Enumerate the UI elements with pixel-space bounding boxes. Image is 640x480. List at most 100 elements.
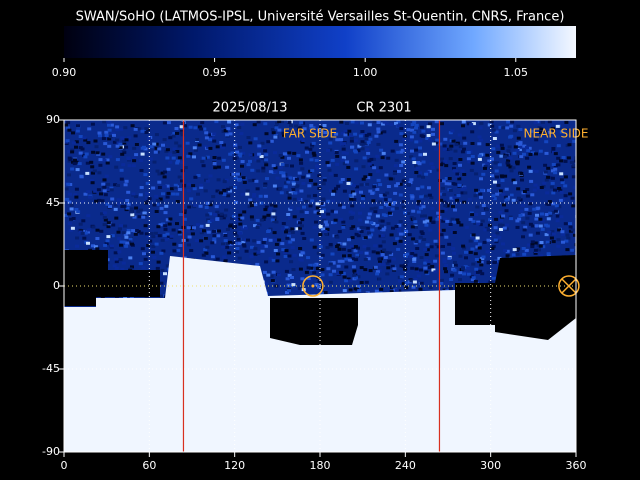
map-cell	[438, 142, 443, 146]
map-cell	[502, 203, 506, 207]
y-tick-label: -45	[42, 362, 60, 375]
map-cell	[519, 172, 524, 175]
map-cell	[222, 255, 227, 259]
map-cell	[506, 159, 511, 163]
map-cell	[226, 127, 231, 131]
map-cell	[78, 222, 83, 226]
map-cell	[188, 152, 193, 156]
map-cell	[107, 120, 112, 124]
map-cell	[287, 193, 292, 197]
map-cell	[403, 242, 407, 246]
map-cell	[439, 281, 444, 285]
map-cell	[279, 191, 284, 195]
map-cell	[302, 237, 307, 240]
map-cell	[273, 216, 278, 219]
map-cell	[366, 247, 371, 251]
map-cell	[291, 181, 296, 184]
map-cell	[401, 200, 406, 204]
map-cell	[551, 202, 556, 206]
map-cell	[411, 157, 416, 161]
map-cell	[130, 265, 134, 269]
map-cell	[228, 242, 233, 246]
map-cell	[384, 251, 389, 255]
map-cell	[473, 221, 478, 225]
map-cell	[424, 253, 429, 257]
map-cell	[139, 186, 144, 189]
map-cell	[533, 183, 538, 187]
map-cell	[462, 147, 466, 151]
map-cell	[447, 182, 452, 186]
map-cell	[171, 156, 176, 160]
map-cell	[292, 253, 297, 257]
map-cell	[391, 202, 396, 206]
map-cell	[317, 174, 322, 178]
map-cell	[441, 228, 446, 232]
map-cell	[87, 127, 92, 131]
map-cell	[568, 192, 573, 196]
map-cell	[369, 157, 374, 161]
map-cell	[223, 234, 228, 237]
map-cell	[134, 143, 139, 146]
map-cell	[331, 189, 336, 193]
map-cell	[182, 217, 187, 221]
map-cell	[491, 245, 496, 249]
map-cell	[341, 272, 346, 275]
map-cell	[102, 189, 107, 193]
map-cell	[338, 203, 343, 207]
map-cell	[404, 281, 409, 285]
map-cell	[268, 257, 273, 260]
map-cell	[445, 219, 450, 223]
map-cell	[439, 163, 444, 167]
map-cell	[193, 175, 198, 179]
map-cell	[312, 153, 317, 157]
map-cell	[74, 140, 79, 144]
map-cell	[380, 253, 385, 257]
map-cell	[180, 161, 185, 165]
map-cell	[487, 153, 492, 157]
map-cell	[378, 166, 383, 170]
map-saturated	[64, 256, 576, 452]
map-cell	[344, 151, 349, 155]
map-cell	[369, 207, 374, 211]
map-cell	[458, 271, 463, 275]
map-cell	[477, 157, 482, 161]
map-cell	[138, 193, 143, 197]
map-cell	[373, 265, 378, 269]
map-cell	[460, 169, 465, 173]
map-cell	[216, 229, 221, 233]
map-cell	[346, 182, 351, 185]
map-cell	[67, 222, 72, 226]
map-cell	[314, 158, 319, 162]
map-cell	[349, 137, 354, 140]
map-cell	[496, 150, 501, 154]
map-cell	[425, 248, 430, 252]
map-cell	[370, 228, 375, 232]
map-cell	[102, 223, 107, 227]
map-cell	[560, 181, 565, 184]
map-cell	[477, 142, 482, 146]
map-cell	[328, 273, 333, 277]
map-cell	[243, 226, 248, 230]
map-cell	[490, 247, 495, 251]
map-cell	[318, 233, 323, 237]
map-cell	[248, 141, 253, 145]
map-cell	[416, 239, 421, 243]
map-cell	[95, 228, 100, 232]
map-cell	[455, 172, 460, 176]
map-cell	[103, 142, 108, 146]
map-cell	[255, 197, 260, 201]
map-cell	[241, 243, 246, 247]
map-cell	[534, 169, 539, 173]
map-cell	[574, 159, 576, 163]
map-cell	[294, 227, 299, 231]
map-cell	[556, 144, 561, 148]
map-cell	[298, 138, 303, 141]
map-cell	[387, 259, 392, 263]
map-cell	[208, 212, 213, 216]
map-cell	[71, 131, 75, 135]
map-cell	[93, 189, 98, 193]
map-cell	[506, 149, 511, 153]
map-cell	[200, 121, 205, 125]
map-cell	[498, 210, 503, 214]
map-cell	[381, 228, 386, 232]
